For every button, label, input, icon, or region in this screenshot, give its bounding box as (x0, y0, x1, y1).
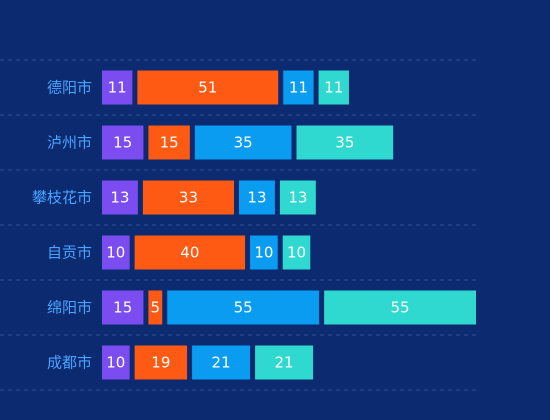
bar-segment (283, 70, 314, 105)
bar-value-label: 10 (287, 244, 306, 262)
bar-value-label: 13 (110, 189, 129, 207)
bar-value-label: 5 (151, 299, 161, 317)
bar-segment (255, 345, 314, 380)
bar-segment (279, 180, 316, 215)
bar-value-label: 10 (254, 244, 273, 262)
bar-segment (102, 125, 144, 160)
bar-segment (134, 345, 188, 380)
category-label: 泸州市 (47, 134, 92, 152)
bar-segment (102, 345, 130, 380)
bar-value-label: 11 (289, 79, 308, 97)
category-label: 自贡市 (47, 244, 92, 262)
bar-value-label: 40 (180, 244, 199, 262)
bar-value-label: 21 (275, 354, 294, 372)
bar-value-label: 55 (391, 299, 410, 317)
bar-segment (318, 70, 349, 105)
bar-value-label: 15 (113, 299, 132, 317)
bar-value-label: 19 (151, 354, 170, 372)
bar-segment (192, 345, 251, 380)
grid-lines (0, 59, 478, 391)
category-label: 德阳市 (47, 79, 92, 97)
bar-value-label: 15 (160, 134, 179, 152)
category-label: 绵阳市 (47, 299, 92, 317)
bar-segment (296, 125, 394, 160)
bar-segment (250, 235, 278, 270)
bar-segment (148, 290, 163, 325)
bar-segment (148, 125, 190, 160)
bar-segment (324, 290, 476, 325)
bar-segment (137, 70, 279, 105)
bar-segment (194, 125, 292, 160)
bar-value-label: 51 (198, 79, 217, 97)
bar-segment (134, 235, 246, 270)
bar-segment (142, 180, 235, 215)
bar-value-label: 33 (179, 189, 198, 207)
bar-value-label: 55 (234, 299, 253, 317)
bar-value-label: 10 (106, 244, 125, 262)
bar-value-label: 11 (324, 79, 343, 97)
bar-segment (282, 235, 311, 270)
bar-value-label: 11 (108, 79, 127, 97)
bar-value-label: 15 (113, 134, 132, 152)
bar-segment (167, 290, 320, 325)
bar-segment (102, 180, 138, 215)
category-label: 成都市 (47, 354, 92, 372)
bar-value-label: 35 (234, 134, 253, 152)
bar-value-label: 21 (212, 354, 231, 372)
bar-segment (239, 180, 275, 215)
bar-value-label: 35 (335, 134, 354, 152)
bar-segment (102, 70, 133, 105)
bar-segment (102, 235, 130, 270)
category-label: 攀枝花市 (32, 189, 92, 207)
bar-value-label: 13 (288, 189, 307, 207)
bar-segment (102, 290, 144, 325)
bar-value-label: 13 (247, 189, 266, 207)
bar-value-label: 10 (106, 354, 125, 372)
